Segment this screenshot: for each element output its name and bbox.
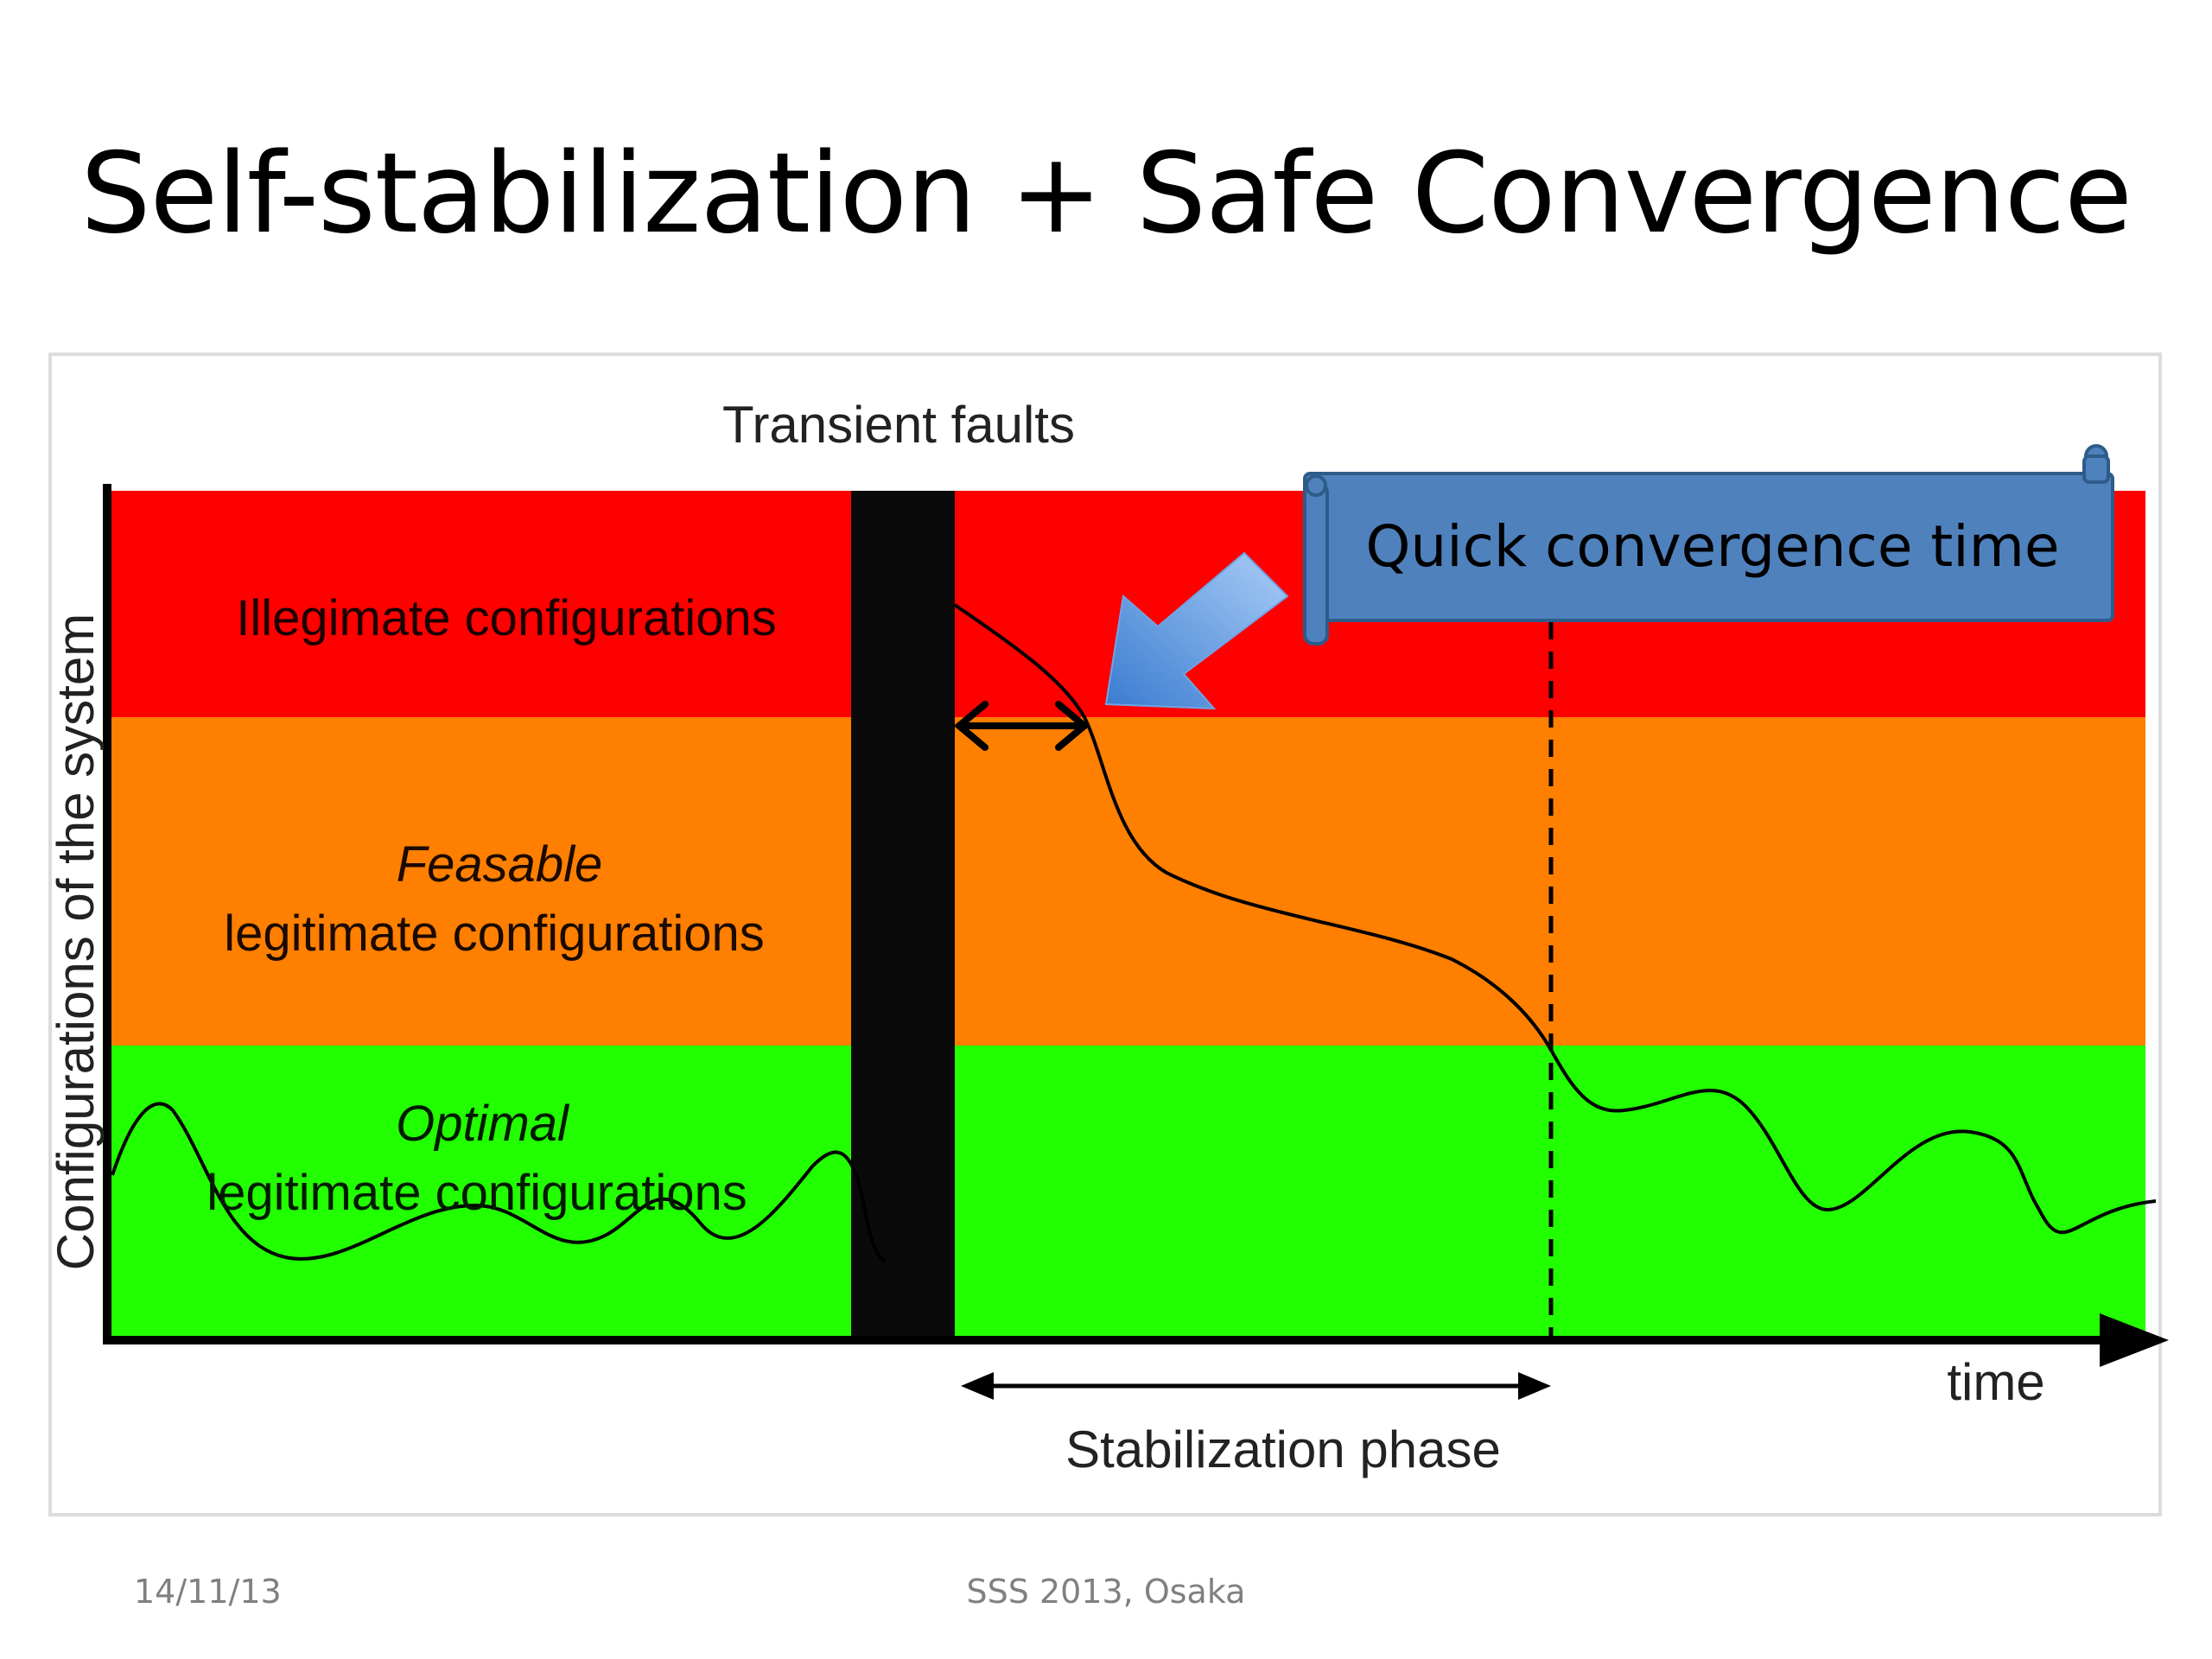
transient-faults-label: Transient faults xyxy=(722,396,1075,454)
feasible-band xyxy=(111,717,2145,1046)
quick-convergence-callout xyxy=(1303,444,2114,645)
feasible-rest-label: legitimate configurations xyxy=(224,906,764,962)
y-axis-label: Configurations of the system xyxy=(47,613,105,1270)
slide-title: Self-stabilization + Safe Convergence xyxy=(80,130,2133,258)
stabilization-phase-label: Stabilization phase xyxy=(1065,1421,1501,1478)
callout-text: Quick convergence time xyxy=(1365,513,2059,580)
x-axis-arrowhead xyxy=(2100,1313,2169,1367)
trajectory-before-fault xyxy=(111,1102,887,1263)
optimal-word-label: Optimal xyxy=(396,1096,570,1152)
footer-conference: SSS 2013, Osaka xyxy=(966,1573,1246,1611)
blue-pointer-arrow xyxy=(1104,551,1289,710)
feasible-word-label: Feasable xyxy=(397,836,603,893)
optimal-band xyxy=(111,1046,2145,1339)
quick-convergence-span-arrow xyxy=(953,701,1090,751)
trajectory-after-fault xyxy=(953,603,2157,1235)
x-axis-label: time xyxy=(1947,1353,2044,1411)
footer-date: 14/11/13 xyxy=(134,1573,282,1611)
illegitimate-band-label: Illegimate configurations xyxy=(236,590,776,646)
figure-frame xyxy=(48,353,2162,1516)
transient-fault-bar xyxy=(851,491,955,1342)
optimal-rest-label: legitimate configurations xyxy=(207,1165,747,1221)
stabilization-phase-arrow xyxy=(961,1372,1551,1400)
